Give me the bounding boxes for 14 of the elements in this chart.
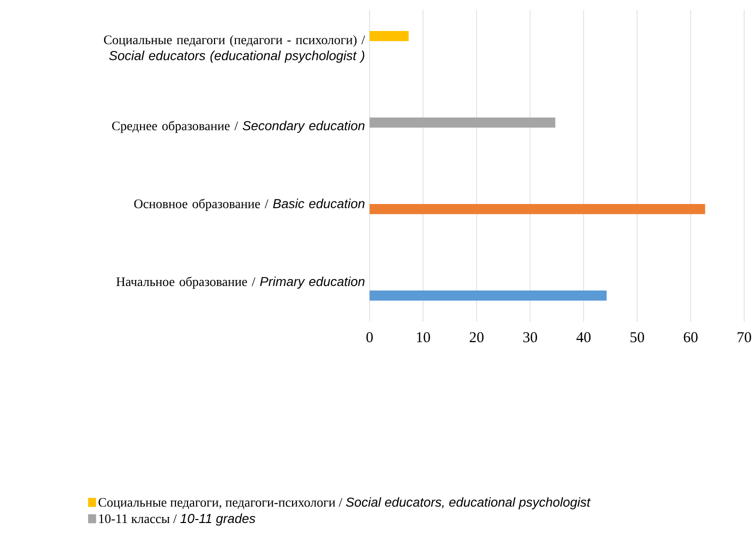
x-tick-label: 0 — [366, 332, 373, 342]
y-tick-label: Основное образование / Basic education — [134, 198, 364, 211]
x-tick-label: 50 — [630, 332, 644, 342]
y-tick-label: Социальные педагоги (педагоги - психологи) / Social educators (educational psychologist ) — [104, 34, 366, 63]
legend-label: 10-11 классы / 10-11 grades — [99, 513, 256, 526]
legend-label: Социальные педагоги, педагоги-психологи / Social educators, educational psychologist — [98, 497, 591, 510]
y-tick-label: Среднее образование / Secondary education — [112, 120, 364, 133]
x-tick-label: 30 — [523, 332, 538, 342]
y-tick-label: Начальное образование / Primary education — [116, 276, 364, 289]
x-tick-label: 20 — [470, 332, 484, 342]
x-tick-label: 40 — [576, 332, 591, 342]
x-tick-label: 70 — [738, 332, 752, 342]
x-tick-label: 60 — [684, 332, 698, 342]
x-tick-label: 10 — [416, 332, 430, 342]
